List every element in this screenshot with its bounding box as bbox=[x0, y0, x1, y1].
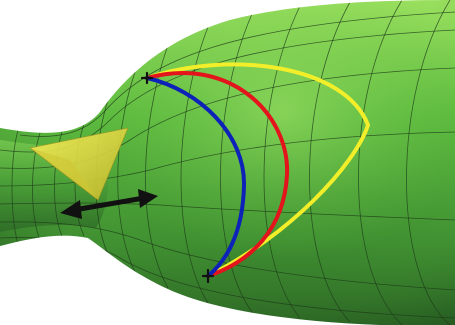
double-headed-arrow bbox=[60, 189, 158, 219]
blue-geodesic-curve bbox=[145, 76, 247, 278]
yellow-cone bbox=[29, 127, 129, 201]
curves-group bbox=[145, 62, 371, 278]
top-endpoint-marker bbox=[140, 71, 154, 85]
yellow-curve bbox=[145, 62, 371, 278]
red-curve bbox=[145, 71, 290, 278]
bottom-endpoint-marker bbox=[201, 268, 215, 284]
endpoint-markers bbox=[140, 71, 215, 284]
